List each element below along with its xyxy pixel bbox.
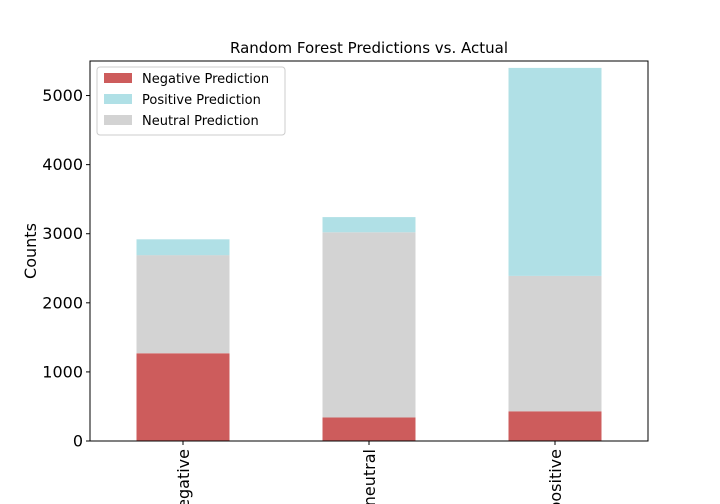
x-axis: negative neutral positive	[174, 441, 565, 504]
y-tick-label: 5000	[42, 86, 83, 105]
y-tick-label: 2000	[42, 293, 83, 312]
legend-swatch	[104, 94, 132, 104]
legend-label: Negative Prediction	[142, 72, 269, 87]
bar-negative-prediction-positive	[508, 411, 602, 441]
bar-positive-prediction-neutral	[322, 217, 416, 233]
y-tick-label: 0	[73, 432, 83, 451]
bars-layer	[136, 67, 602, 441]
legend-swatch	[104, 73, 132, 83]
bar-negative-prediction-neutral	[322, 417, 416, 441]
legend: Negative Prediction Positive Prediction Ne…	[96, 66, 286, 136]
bar-neutral-prediction-negative	[136, 255, 230, 354]
y-tick-label: 4000	[42, 155, 83, 174]
y-tick-label: 1000	[42, 362, 83, 381]
bar-neutral-prediction-positive	[508, 275, 602, 412]
bar-positive-prediction-positive	[508, 67, 602, 276]
bar-positive-prediction-negative	[136, 239, 230, 256]
legend-label: Neutral Prediction	[142, 114, 259, 129]
legend-label: Positive Prediction	[142, 93, 261, 108]
bar-negative-prediction-negative	[136, 353, 230, 441]
bar-neutral-prediction-neutral	[322, 232, 416, 418]
legend-swatch	[104, 115, 132, 125]
chart-title: Random Forest Predictions vs. Actual	[230, 39, 508, 57]
x-tick-label-neutral: neutral	[360, 449, 379, 504]
y-tick-label: 3000	[42, 224, 83, 243]
x-tick-label-negative: negative	[174, 449, 193, 504]
x-tick-label-positive: positive	[546, 449, 565, 504]
y-axis: 0 1000 2000 3000 4000 5000	[42, 86, 90, 451]
y-axis-label: Counts	[21, 223, 40, 279]
legend-frame	[96, 66, 286, 136]
